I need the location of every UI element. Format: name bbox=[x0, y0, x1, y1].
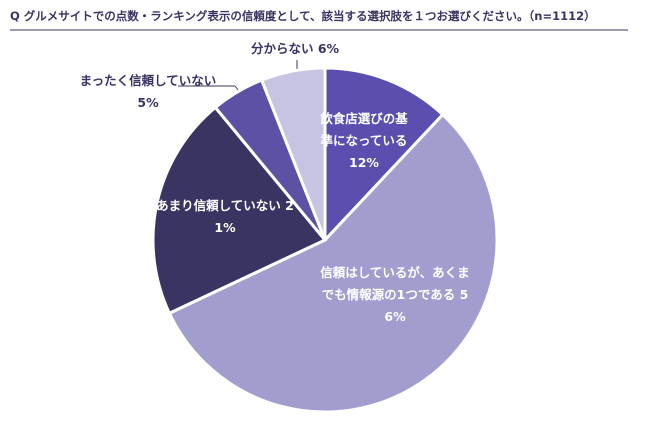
category-label: 信頼はしているが、あくまでも情報源の1つである bbox=[320, 265, 470, 302]
value-label: 21% bbox=[214, 198, 294, 235]
value-label: 5% bbox=[137, 95, 159, 110]
pie-slice bbox=[323, 66, 445, 244]
slice-label: まったく信頼していない 5% bbox=[68, 70, 228, 114]
slice-label: 信頼はしているが、あくまでも情報源の1つである 56% bbox=[320, 262, 470, 328]
slice-label: 分からない 6% bbox=[215, 38, 375, 60]
value-label: 6% bbox=[317, 41, 340, 56]
pie-slice bbox=[151, 105, 328, 316]
slice-label-box: 信頼はしているが、あくまでも情報源の1つである 56% bbox=[320, 262, 470, 328]
slice-label-box: 飲食店選びの基準になっている 12% bbox=[318, 108, 410, 174]
slice-label-box: まったく信頼していない 5% bbox=[68, 70, 228, 114]
slice-label-box: 分からない 6% bbox=[215, 38, 375, 60]
slice-label: 飲食店選びの基準になっている 12% bbox=[318, 108, 410, 174]
slice-label: あまり信頼していない 21% bbox=[150, 195, 300, 239]
pie-slice bbox=[259, 66, 327, 241]
chart-title: Q グルメサイトでの点数・ランキング表示の信頼度として、該当する選択肢を１つお選… bbox=[10, 9, 596, 23]
value-label: 12% bbox=[349, 155, 379, 170]
value-label: 56% bbox=[384, 287, 469, 324]
category-label: 分からない bbox=[250, 41, 314, 56]
category-label: まったく信頼していない bbox=[79, 73, 217, 88]
category-label: 飲食店選びの基準になっている bbox=[320, 111, 408, 148]
category-label: あまり信頼していない bbox=[156, 198, 281, 213]
pie-slice bbox=[167, 112, 499, 414]
slice-label-box: あまり信頼していない 21% bbox=[150, 195, 300, 239]
